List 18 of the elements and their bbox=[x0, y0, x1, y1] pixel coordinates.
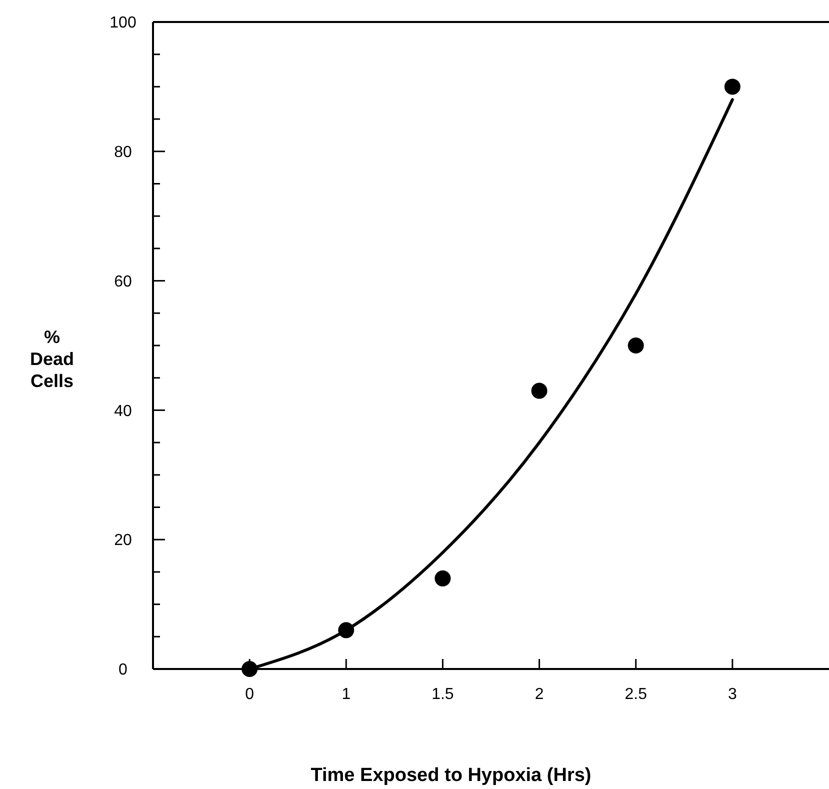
point bbox=[434, 570, 451, 586]
y-tick-label: 0 bbox=[118, 662, 128, 679]
x-tick-label: 2.5 bbox=[624, 686, 648, 703]
x-tick-label: 0 bbox=[245, 686, 254, 703]
x-tick-label: 3 bbox=[728, 686, 737, 703]
y-tick-label: 60 bbox=[114, 273, 132, 290]
x-tick-label: 1.5 bbox=[432, 686, 454, 703]
point bbox=[531, 382, 548, 399]
x-tick-label: 2 bbox=[534, 686, 544, 703]
point bbox=[724, 78, 740, 95]
y-tick-label: 40 bbox=[114, 402, 132, 420]
y-tick-label: 20 bbox=[114, 532, 132, 550]
y-tick-label: 100 bbox=[110, 14, 136, 32]
x-tick-label: 1 bbox=[342, 686, 351, 703]
y-axis-title: % Dead Cells bbox=[30, 327, 74, 391]
x-axis-title: Time Exposed to Hypoxia (Hrs) bbox=[310, 765, 592, 786]
y-tick-label: 80 bbox=[114, 144, 132, 161]
point bbox=[628, 338, 644, 354]
